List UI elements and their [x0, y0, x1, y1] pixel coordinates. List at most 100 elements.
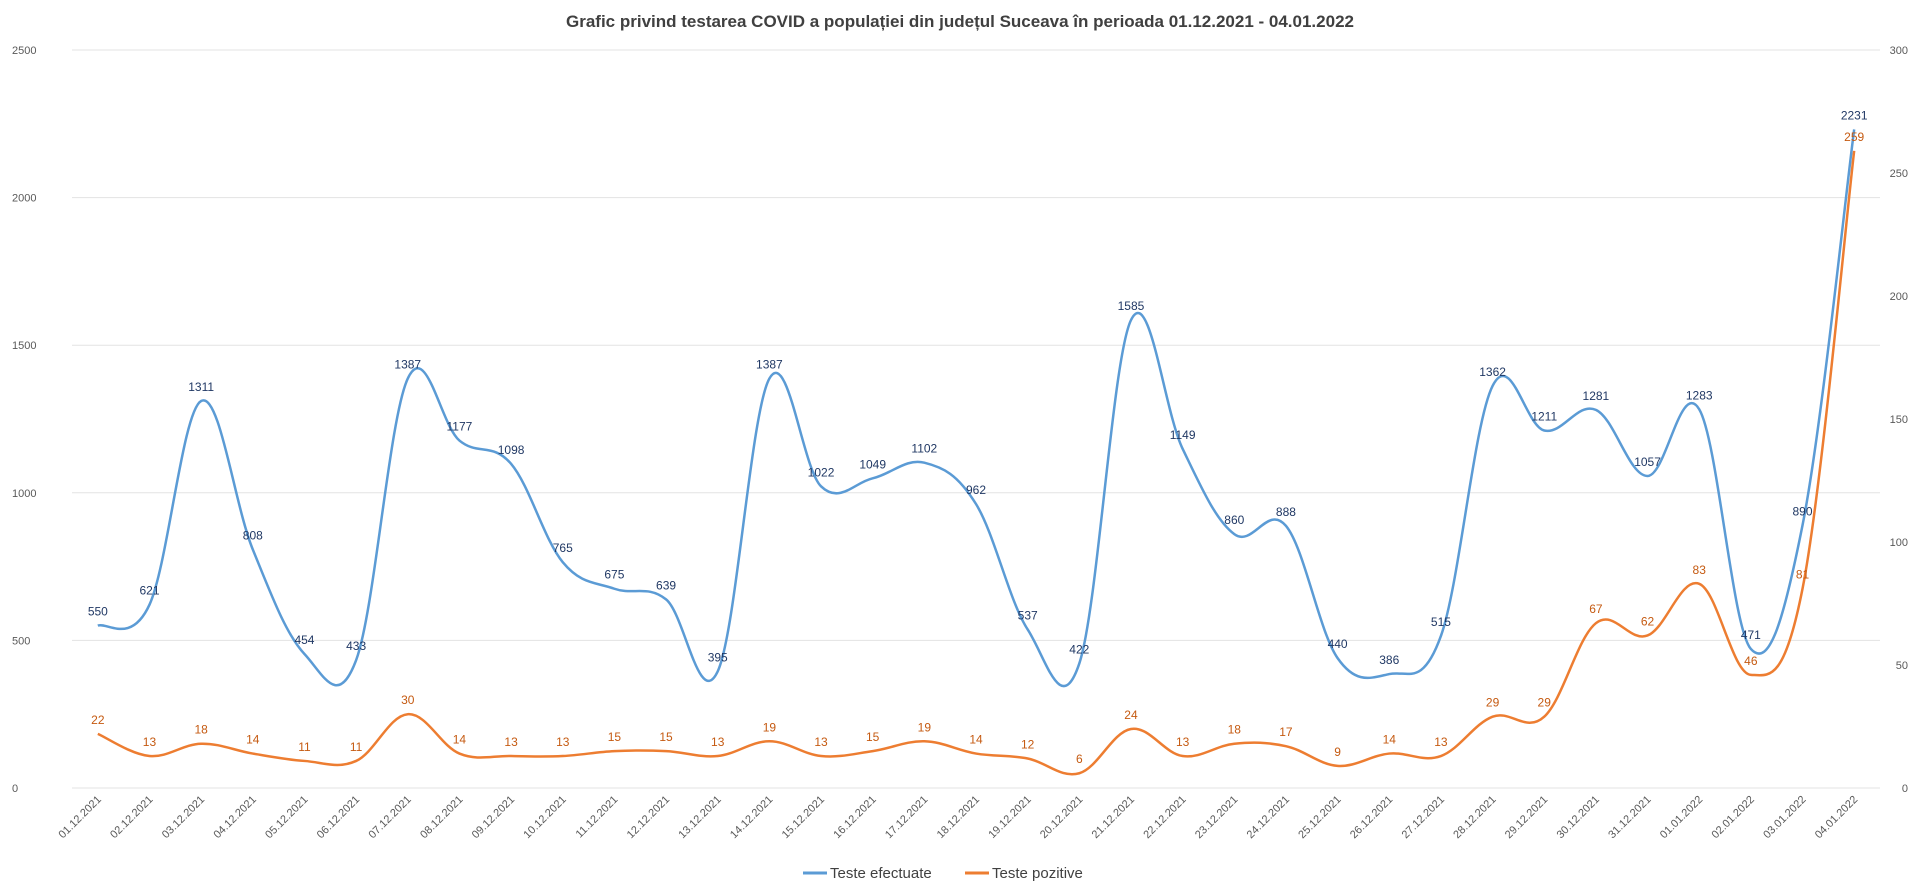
- data-point-teste-pozitive: [1336, 764, 1339, 767]
- data-label-teste-pozitive: 22: [91, 713, 105, 727]
- data-label-teste-pozitive: 29: [1538, 696, 1552, 710]
- x-tick-label: 27.12.2021: [1400, 794, 1447, 841]
- x-tick-label: 26.12.2021: [1348, 794, 1395, 841]
- left-y-tick-label: 1000: [12, 488, 36, 500]
- left-y-tick-label: 2500: [12, 45, 36, 57]
- data-point-teste-efectuate: [871, 477, 874, 480]
- data-point-teste-efectuate: [1233, 533, 1236, 536]
- chart-title: Grafic privind testarea COVID a populați…: [566, 12, 1354, 31]
- data-label-teste-pozitive: 15: [866, 730, 880, 744]
- data-label-teste-efectuate: 433: [346, 639, 366, 653]
- data-label-teste-efectuate: 808: [243, 528, 263, 542]
- data-point-teste-pozitive: [1698, 582, 1701, 585]
- data-label-teste-efectuate: 1057: [1634, 455, 1661, 469]
- data-label-teste-pozitive: 9: [1334, 745, 1341, 759]
- right-y-tick-label: 0: [1902, 783, 1908, 795]
- data-point-teste-efectuate: [1388, 673, 1391, 676]
- data-point-teste-pozitive: [1026, 757, 1029, 760]
- data-label-teste-pozitive: 83: [1693, 563, 1707, 577]
- data-point-teste-pozitive: [96, 732, 99, 735]
- data-point-teste-pozitive: [561, 755, 564, 758]
- data-point-teste-pozitive: [820, 755, 823, 758]
- x-tick-label: 03.01.2022: [1761, 794, 1808, 841]
- data-label-teste-efectuate: 675: [604, 568, 624, 582]
- x-tick-label: 23.12.2021: [1193, 794, 1240, 841]
- data-label-teste-efectuate: 422: [1069, 642, 1089, 656]
- left-y-axis: 0 500 1000 1500 2000 2500: [12, 45, 36, 795]
- legend-label-teste-pozitive: Teste pozitive: [992, 865, 1083, 882]
- data-label-teste-pozitive: 29: [1486, 696, 1500, 710]
- x-tick-label: 04.01.2022: [1813, 794, 1860, 841]
- data-label-teste-efectuate: 1049: [859, 457, 886, 471]
- data-point-teste-pozitive: [1388, 752, 1391, 755]
- data-label-teste-pozitive: 13: [556, 735, 570, 749]
- x-tick-label: 03.12.2021: [160, 794, 207, 841]
- data-point-teste-efectuate: [716, 670, 719, 673]
- data-point-teste-efectuate: [303, 652, 306, 655]
- data-label-teste-pozitive: 19: [918, 720, 932, 734]
- data-label-teste-efectuate: 1149: [1170, 428, 1196, 442]
- data-label-teste-efectuate: 765: [553, 541, 573, 555]
- data-point-teste-efectuate: [1078, 662, 1081, 665]
- data-label-teste-pozitive: 14: [453, 733, 467, 747]
- x-tick-label: 11.12.2021: [574, 794, 621, 841]
- series-line-teste-efectuate: [97, 129, 1856, 688]
- data-label-teste-pozitive: 81: [1796, 568, 1810, 582]
- data-label-teste-efectuate: 1098: [498, 443, 525, 457]
- data-point-teste-pozitive: [1853, 149, 1856, 152]
- data-point-teste-pozitive: [406, 713, 409, 716]
- data-label-teste-pozitive: 13: [1434, 735, 1448, 749]
- data-label-teste-pozitive: 14: [969, 733, 983, 747]
- data-point-teste-efectuate: [1749, 647, 1752, 650]
- data-label-teste-efectuate: 1211: [1531, 410, 1557, 424]
- data-label-teste-pozitive: 19: [763, 720, 777, 734]
- data-label-teste-efectuate: 515: [1431, 615, 1451, 629]
- x-tick-label: 12.12.2021: [625, 794, 672, 841]
- data-point-teste-efectuate: [251, 548, 254, 551]
- data-label-teste-pozitive: 12: [1021, 737, 1035, 751]
- data-point-teste-pozitive: [1749, 673, 1752, 676]
- x-tick-label: 10.12.2021: [521, 794, 568, 841]
- data-point-teste-pozitive: [1181, 755, 1184, 758]
- x-tick-label: 17.12.2021: [883, 794, 930, 841]
- data-label-teste-pozitive: 67: [1589, 602, 1603, 616]
- data-point-teste-efectuate: [406, 377, 409, 380]
- data-label-teste-pozitive: 13: [504, 735, 518, 749]
- data-label-teste-pozitive: 259: [1844, 130, 1864, 144]
- x-tick-label: 22.12.2021: [1141, 794, 1188, 841]
- x-tick-label: 25.12.2021: [1296, 794, 1343, 841]
- right-y-tick-label: 100: [1890, 537, 1908, 549]
- right-y-tick-label: 250: [1890, 168, 1908, 180]
- data-label-teste-pozitive: 11: [350, 740, 363, 754]
- x-tick-label: 08.12.2021: [418, 794, 465, 841]
- data-point-teste-efectuate: [1646, 474, 1649, 477]
- data-label-teste-efectuate: 1283: [1686, 388, 1713, 402]
- data-point-teste-efectuate: [665, 598, 668, 601]
- right-y-tick-label: 50: [1896, 660, 1908, 672]
- data-point-teste-pozitive: [1284, 745, 1287, 748]
- x-tick-label: 19.12.2021: [986, 794, 1033, 841]
- data-label-teste-pozitive: 13: [814, 735, 828, 749]
- data-label-teste-pozitive: 13: [711, 735, 725, 749]
- right-y-tick-label: 300: [1890, 45, 1908, 57]
- x-tick-label: 16.12.2021: [831, 794, 878, 841]
- x-tick-label: 21.12.2021: [1090, 794, 1137, 841]
- data-point-teste-efectuate: [458, 439, 461, 442]
- data-label-teste-pozitive: 17: [1279, 725, 1293, 739]
- x-axis: 01.12.2021 02.12.2021 03.12.2021 04.12.2021…: [57, 794, 1861, 841]
- data-point-teste-pozitive: [1439, 755, 1442, 758]
- data-point-teste-pozitive: [665, 750, 668, 753]
- data-label-teste-efectuate: 1022: [808, 465, 835, 479]
- data-point-teste-pozitive: [1078, 772, 1081, 775]
- data-point-teste-efectuate: [613, 587, 616, 590]
- data-label-teste-pozitive: 18: [1228, 723, 1242, 737]
- data-point-teste-efectuate: [1181, 447, 1184, 450]
- data-label-teste-efectuate: 1281: [1583, 389, 1610, 403]
- data-point-teste-pozitive: [923, 740, 926, 743]
- data-point-teste-efectuate: [1491, 384, 1494, 387]
- data-point-teste-efectuate: [1129, 319, 1132, 322]
- x-tick-label: 28.12.2021: [1451, 794, 1498, 841]
